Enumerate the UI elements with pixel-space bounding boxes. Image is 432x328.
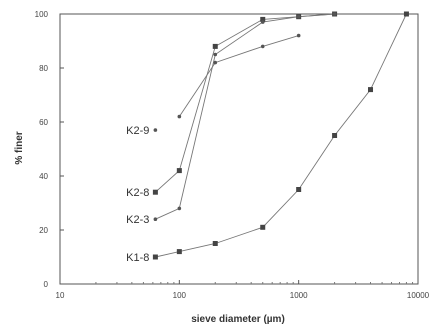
series-label-k1-8: K1-8 — [126, 252, 149, 264]
y-tick-label: 0 — [44, 280, 49, 289]
plot-frame — [59, 13, 419, 285]
y-axis-label: % finer — [14, 131, 25, 164]
data-point-k2-9 — [260, 44, 265, 49]
data-point-k1-8 — [212, 241, 218, 246]
data-point-k2-3 — [213, 52, 218, 57]
x-tick-label: 1000 — [290, 291, 308, 300]
series-label-k2-9: K2-9 — [126, 125, 149, 137]
data-point-k1-8 — [260, 224, 266, 230]
series-label-k2-3: K2-3 — [126, 214, 149, 226]
x-tick-label: 100 — [173, 291, 187, 300]
series-label-k2-8: K2-8 — [126, 187, 149, 199]
data-point-k1-8 — [403, 11, 409, 17]
y-tick-label: 100 — [35, 10, 49, 19]
y-tick-label: 60 — [39, 118, 48, 127]
series-line-k2-3 — [155, 13, 335, 220]
data-point-k2-3 — [296, 14, 301, 19]
data-point-k2-3 — [153, 217, 158, 221]
data-point-k2-8 — [212, 43, 218, 49]
data-point-k1-8 — [296, 187, 302, 192]
data-point-k2-9 — [296, 33, 301, 38]
data-point-k2-3 — [260, 20, 265, 24]
data-point-k2-9 — [177, 114, 182, 119]
data-point-k2-3 — [177, 206, 182, 211]
x-tick-label: 10 — [56, 291, 65, 300]
data-point-k2-9 — [153, 128, 158, 132]
y-tick-label: 20 — [39, 226, 48, 235]
data-point-k1-8 — [152, 254, 158, 260]
series-line-k2-8 — [155, 13, 335, 193]
y-tick-label: 40 — [39, 172, 48, 181]
data-point-k1-8 — [368, 87, 374, 93]
data-point-k2-9 — [213, 60, 218, 65]
data-point-k2-3 — [332, 12, 337, 16]
y-tick-label: 80 — [39, 64, 48, 73]
data-point-k2-8 — [260, 16, 266, 22]
data-point-k2-8 — [152, 189, 158, 195]
data-point-k1-8 — [332, 133, 338, 138]
data-point-k1-8 — [176, 249, 182, 255]
series-line-k1-8 — [155, 13, 407, 258]
series-line-k2-9 — [178, 35, 299, 117]
x-tick-label: 10000 — [407, 291, 430, 300]
data-point-k2-8 — [176, 168, 182, 174]
x-axis-label: sieve diameter (µm) — [191, 314, 285, 325]
